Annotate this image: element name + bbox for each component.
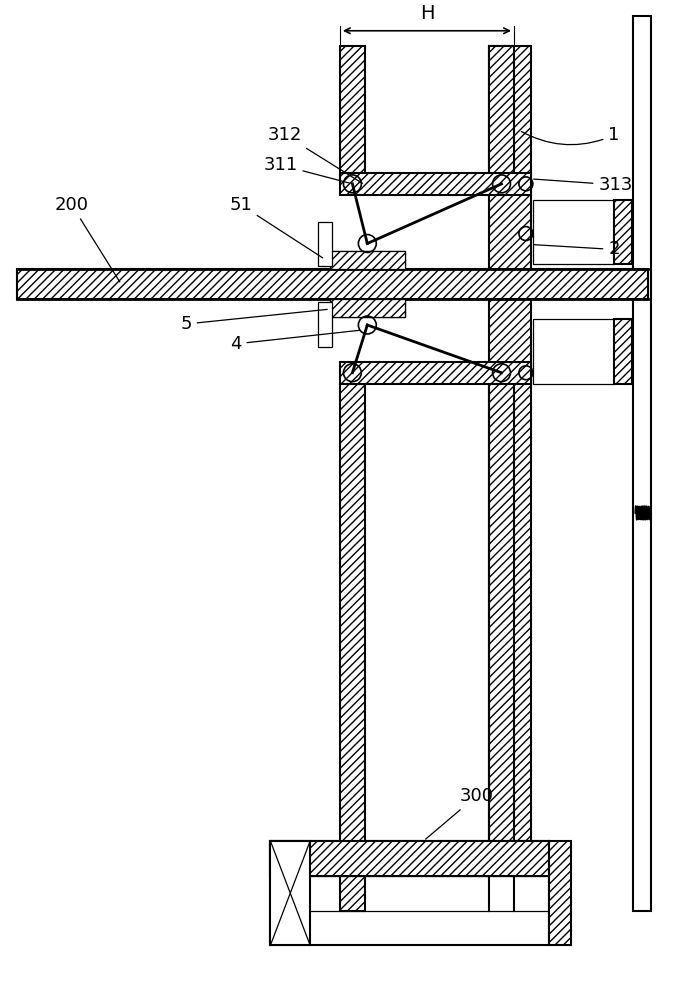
Text: 2: 2 <box>534 240 620 258</box>
Text: 311: 311 <box>264 156 350 183</box>
Bar <box>340 384 365 911</box>
Bar <box>270 841 310 945</box>
Text: 200: 200 <box>55 196 120 282</box>
Bar <box>330 251 404 269</box>
Bar <box>533 319 615 384</box>
Bar <box>533 200 615 264</box>
Text: 1: 1 <box>522 126 620 145</box>
Bar <box>615 319 632 384</box>
Bar <box>330 299 404 317</box>
Bar <box>340 362 531 384</box>
Text: 51: 51 <box>229 196 323 258</box>
Bar <box>330 299 404 317</box>
Bar <box>270 841 549 876</box>
Bar <box>318 222 332 266</box>
Bar <box>17 269 648 299</box>
Text: 5: 5 <box>180 309 328 333</box>
Bar <box>489 46 531 911</box>
Bar <box>340 173 531 195</box>
Bar <box>318 302 332 347</box>
Text: 312: 312 <box>268 126 363 183</box>
Bar <box>330 251 404 269</box>
Bar <box>489 46 514 175</box>
Bar <box>634 16 651 911</box>
Text: 4: 4 <box>230 330 360 353</box>
Bar <box>340 46 365 175</box>
Text: 300: 300 <box>425 787 493 839</box>
Text: 313: 313 <box>534 176 633 194</box>
Bar <box>615 200 632 264</box>
Bar <box>549 841 571 945</box>
Text: H: H <box>420 4 434 23</box>
Bar <box>270 841 549 945</box>
